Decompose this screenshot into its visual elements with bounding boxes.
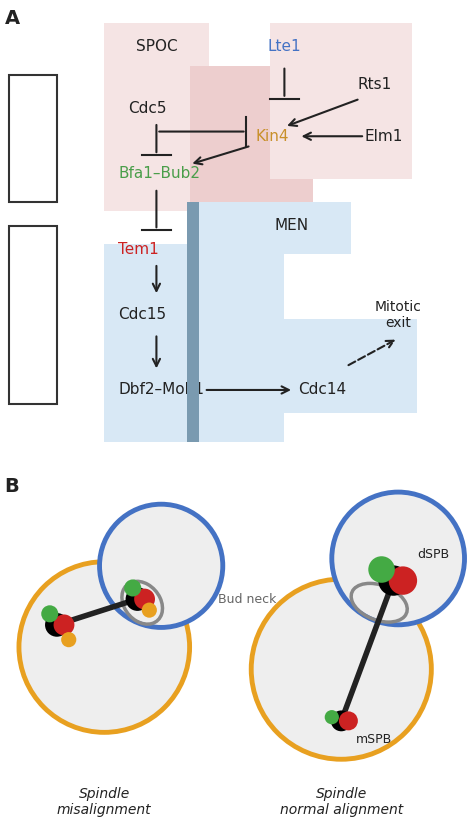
Text: Bud neck: Bud neck (218, 592, 276, 606)
Text: Bfa1–Bub2: Bfa1–Bub2 (118, 166, 201, 181)
Ellipse shape (368, 556, 395, 583)
Text: SPB: SPB (27, 303, 40, 327)
Ellipse shape (19, 562, 190, 732)
Ellipse shape (251, 579, 431, 759)
Bar (9, 226, 57, 404)
Bar (190, 202, 351, 253)
Ellipse shape (378, 565, 409, 596)
Text: Rts1: Rts1 (357, 77, 392, 92)
Bar (104, 23, 209, 80)
Ellipse shape (331, 711, 352, 732)
Text: SPB: SPB (27, 127, 40, 151)
Ellipse shape (325, 710, 339, 724)
Ellipse shape (124, 580, 141, 597)
Ellipse shape (126, 587, 149, 611)
Ellipse shape (339, 711, 358, 730)
Ellipse shape (41, 605, 58, 623)
Text: Kin4: Kin4 (256, 128, 290, 143)
Text: Tem1: Tem1 (118, 242, 159, 257)
Text: Cdc14: Cdc14 (299, 383, 347, 398)
Bar (187, 240, 199, 441)
Ellipse shape (389, 566, 417, 595)
Text: Spindle
normal alignment: Spindle normal alignment (280, 787, 403, 817)
Bar (187, 202, 199, 253)
Text: Spindle
misalignment: Spindle misalignment (57, 787, 152, 817)
Bar (190, 65, 313, 211)
Bar (104, 65, 284, 211)
Text: dSPB: dSPB (417, 548, 449, 561)
Text: Mitotic
exit: Mitotic exit (375, 300, 421, 330)
Ellipse shape (54, 614, 74, 635)
Ellipse shape (100, 504, 223, 628)
Bar (270, 23, 412, 179)
Ellipse shape (134, 589, 155, 609)
Text: Cdc5: Cdc5 (128, 101, 166, 116)
Text: mSPB: mSPB (356, 732, 392, 746)
Bar (9, 76, 57, 202)
Ellipse shape (332, 492, 465, 625)
Text: Lte1: Lte1 (268, 39, 301, 55)
Bar (275, 320, 417, 414)
Ellipse shape (61, 632, 76, 647)
Text: B: B (5, 477, 19, 496)
Bar (104, 244, 284, 441)
Ellipse shape (45, 613, 69, 637)
Text: Elm1: Elm1 (365, 128, 403, 143)
Text: Dbf2–Mob1: Dbf2–Mob1 (118, 383, 204, 398)
Text: MEN: MEN (275, 218, 309, 233)
Ellipse shape (142, 602, 157, 618)
Text: Cdc15: Cdc15 (118, 307, 167, 322)
Text: SPOC: SPOC (136, 39, 177, 55)
Text: A: A (5, 9, 20, 29)
